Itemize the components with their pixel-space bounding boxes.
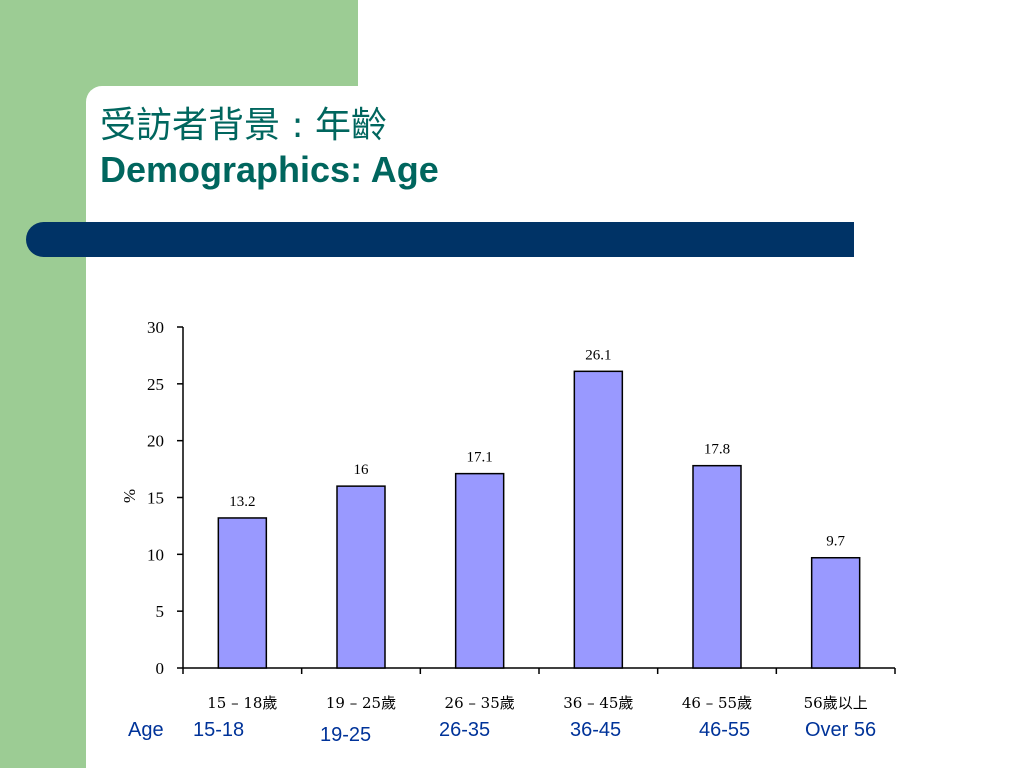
bar <box>573 370 624 669</box>
chart-bars <box>217 370 861 669</box>
y-tick-labels: 0 5 10 15 20 25 30 <box>147 318 164 678</box>
title-english: Demographics: Age <box>100 149 439 190</box>
category-label: 19 – 25歲 <box>326 694 396 712</box>
value-labels: 13.2 16 17.1 26.1 17.8 9.7 <box>229 347 845 549</box>
english-label-36-45: 36-45 <box>570 719 622 741</box>
category-label: 46 – 55歲 <box>682 694 752 712</box>
y-tick-label: 30 <box>147 318 164 337</box>
bar <box>454 472 505 669</box>
y-tick-label: 0 <box>156 659 165 678</box>
bar-value-label: 13.2 <box>229 494 255 510</box>
bar <box>810 556 861 669</box>
decorative-stripe <box>26 222 854 257</box>
english-label-19-25: 19-25 <box>320 724 372 746</box>
bar <box>692 464 742 669</box>
english-label-15-18: 15-18 <box>193 719 245 741</box>
bar-value-label: 17.8 <box>704 442 730 458</box>
y-tick-label: 10 <box>147 545 164 564</box>
category-label: 36 – 45歲 <box>563 694 633 712</box>
y-axis-label: % <box>120 489 139 503</box>
category-label: 26 – 35歲 <box>445 694 515 712</box>
category-label: 15 – 18歲 <box>207 694 277 712</box>
chart-axes <box>177 326 896 674</box>
category-label: 56歲以上 <box>804 694 868 712</box>
slide-title: 受訪者背景 : 年齡 Demographics: Age <box>100 104 439 192</box>
english-label-prefix: Age <box>128 719 164 741</box>
bar-value-label: 9.7 <box>826 534 845 550</box>
y-tick-label: 20 <box>147 432 164 451</box>
category-labels: 15 – 18歲 19 – 25歲 26 – 35歲 36 – 45歲 46 – 55歲… <box>207 694 867 712</box>
bar <box>217 517 268 669</box>
bar-value-label: 17.1 <box>467 450 493 466</box>
y-tick-label: 25 <box>147 375 164 394</box>
y-tick-label: 5 <box>156 602 165 621</box>
bar-value-label: 26.1 <box>585 347 611 363</box>
english-label-26-35: 26-35 <box>439 719 491 741</box>
english-label-46-55: 46-55 <box>699 719 751 741</box>
bar-value-label: 16 <box>354 462 370 478</box>
title-chinese: 受訪者背景 : 年齡 <box>100 105 388 146</box>
y-tick-label: 15 <box>147 489 164 508</box>
english-label-over-56: Over 56 <box>805 719 877 741</box>
bar <box>336 485 386 669</box>
